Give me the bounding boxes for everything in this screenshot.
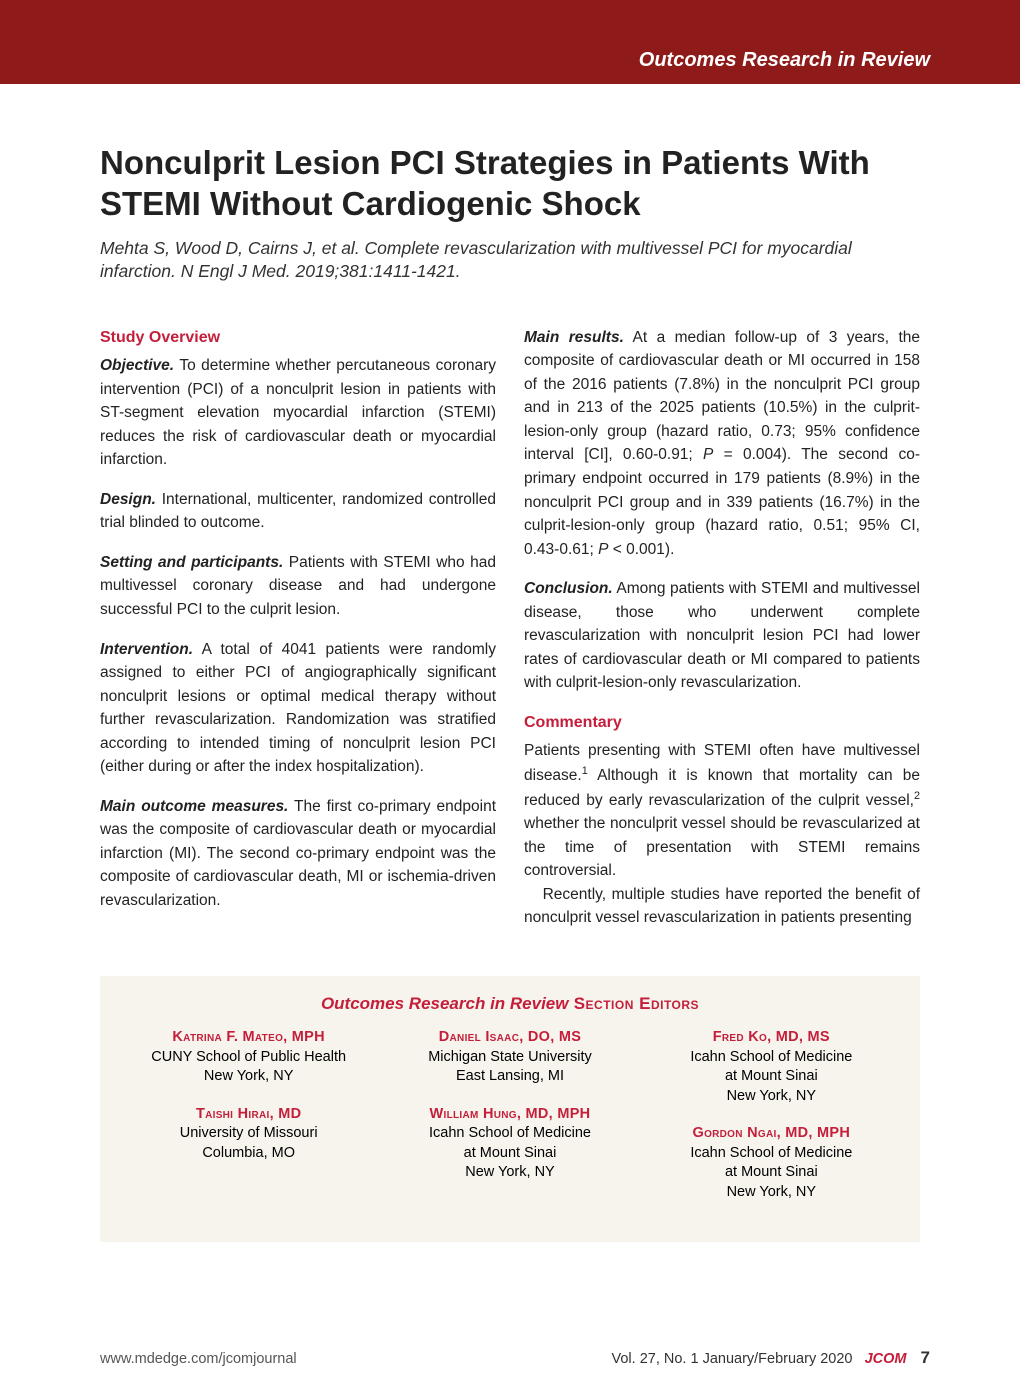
editor-location: Columbia, MO	[128, 1144, 369, 1164]
journal-abbrev: JCOM	[865, 1351, 907, 1367]
editor-block: Katrina F. Mateo, MPH CUNY School of Pub…	[128, 1028, 369, 1087]
editor-affiliation-2: at Mount Sinai	[389, 1144, 630, 1164]
results-paragraph: Main results. At a median follow-up of 3…	[524, 326, 920, 561]
ref-2: 2	[914, 790, 920, 802]
editor-affiliation: CUNY School of Public Health	[128, 1048, 369, 1068]
editor-affiliation: Icahn School of Medicine	[651, 1144, 892, 1164]
editor-affiliation: Icahn School of Medicine	[651, 1048, 892, 1068]
design-text: International, multicenter, randomized c…	[100, 491, 496, 532]
intervention-paragraph: Intervention. A total of 4041 patients w…	[100, 638, 496, 779]
editor-location: New York, NY	[651, 1087, 892, 1107]
commentary-p1: Patients presenting with STEMI often hav…	[524, 739, 920, 883]
right-column: Main results. At a median follow-up of 3…	[524, 326, 920, 946]
editors-col-3: Fred Ko, MD, MS Icahn School of Medicine…	[651, 1028, 892, 1221]
left-column: Study Overview Objective. To determine w…	[100, 326, 496, 946]
results-p2: P	[598, 541, 608, 558]
editor-location: New York, NY	[651, 1183, 892, 1203]
outcome-lead: Main outcome measures.	[100, 798, 288, 815]
objective-paragraph: Objective. To determine whether percutan…	[100, 354, 496, 472]
outcome-paragraph: Main outcome measures. The first co-prim…	[100, 795, 496, 913]
study-overview-heading: Study Overview	[100, 326, 496, 350]
editors-col-1: Katrina F. Mateo, MPH CUNY School of Pub…	[128, 1028, 369, 1221]
section-editors-box: Outcomes Research in Review Section Edit…	[100, 976, 920, 1243]
results-lead: Main results.	[524, 329, 624, 346]
editor-affiliation: Icahn School of Medicine	[389, 1124, 630, 1144]
design-lead: Design.	[100, 491, 156, 508]
editor-name: William Hung, MD, MPH	[389, 1105, 630, 1125]
results-p1: P	[703, 446, 713, 463]
intervention-text: A total of 4041 patients were randomly a…	[100, 641, 496, 776]
page-footer: www.mdedge.com/jcomjournal Vol. 27, No. …	[100, 1348, 930, 1368]
editor-block: Taishi Hirai, MD University of Missouri …	[128, 1105, 369, 1164]
editor-location: New York, NY	[128, 1067, 369, 1087]
results-text-a: At a median follow-up of 3 years, the co…	[524, 329, 920, 464]
editor-name: Taishi Hirai, MD	[128, 1105, 369, 1125]
editor-affiliation-2: at Mount Sinai	[651, 1067, 892, 1087]
editor-block: William Hung, MD, MPH Icahn School of Me…	[389, 1105, 630, 1183]
editor-block: Daniel Isaac, DO, MS Michigan State Univ…	[389, 1028, 630, 1087]
editor-block: Fred Ko, MD, MS Icahn School of Medicine…	[651, 1028, 892, 1106]
editor-block: Gordon Ngai, MD, MPH Icahn School of Med…	[651, 1124, 892, 1202]
commentary-p2: Recently, multiple studies have reported…	[524, 883, 920, 930]
journal-header-band: Outcomes Research in Review	[0, 0, 1020, 84]
setting-paragraph: Setting and participants. Patients with …	[100, 551, 496, 622]
editors-title-italic: Outcomes Research in Review	[321, 994, 569, 1013]
conclusion-lead: Conclusion.	[524, 580, 613, 597]
editor-affiliation: Michigan State University	[389, 1048, 630, 1068]
objective-lead: Objective.	[100, 357, 174, 374]
editor-name: Daniel Isaac, DO, MS	[389, 1028, 630, 1048]
intervention-lead: Intervention.	[100, 641, 193, 658]
editors-title: Outcomes Research in Review Section Edit…	[128, 994, 892, 1014]
article-citation: Mehta S, Wood D, Cairns J, et al. Comple…	[100, 237, 920, 284]
editors-col-2: Daniel Isaac, DO, MS Michigan State Univ…	[389, 1028, 630, 1221]
issue-label: Vol. 27, No. 1 January/February 2020	[611, 1351, 852, 1367]
editor-name: Fred Ko, MD, MS	[651, 1028, 892, 1048]
editor-location: East Lansing, MI	[389, 1067, 630, 1087]
conclusion-paragraph: Conclusion. Among patients with STEMI an…	[524, 577, 920, 695]
section-label: Outcomes Research in Review	[639, 49, 930, 72]
editors-grid: Katrina F. Mateo, MPH CUNY School of Pub…	[128, 1028, 892, 1221]
setting-lead: Setting and participants.	[100, 554, 283, 571]
editor-name: Katrina F. Mateo, MPH	[128, 1028, 369, 1048]
results-text-c: < 0.001).	[608, 541, 674, 558]
page-number: 7	[921, 1348, 930, 1367]
editor-affiliation-2: at Mount Sinai	[651, 1163, 892, 1183]
article-title: Nonculprit Lesion PCI Strategies in Pati…	[100, 142, 920, 225]
commentary-p1c: whether the nonculprit vessel should be …	[524, 815, 920, 879]
editor-location: New York, NY	[389, 1163, 630, 1183]
editor-name: Gordon Ngai, MD, MPH	[651, 1124, 892, 1144]
footer-issue-info: Vol. 27, No. 1 January/February 2020 JCO…	[611, 1348, 930, 1368]
article-body: Nonculprit Lesion PCI Strategies in Pati…	[0, 84, 1020, 946]
editor-affiliation: University of Missouri	[128, 1124, 369, 1144]
commentary-heading: Commentary	[524, 711, 920, 735]
design-paragraph: Design. International, multicenter, rand…	[100, 488, 496, 535]
footer-url: www.mdedge.com/jcomjournal	[100, 1351, 297, 1367]
editors-title-sc: Section Editors	[568, 994, 699, 1013]
two-column-layout: Study Overview Objective. To determine w…	[100, 326, 920, 946]
